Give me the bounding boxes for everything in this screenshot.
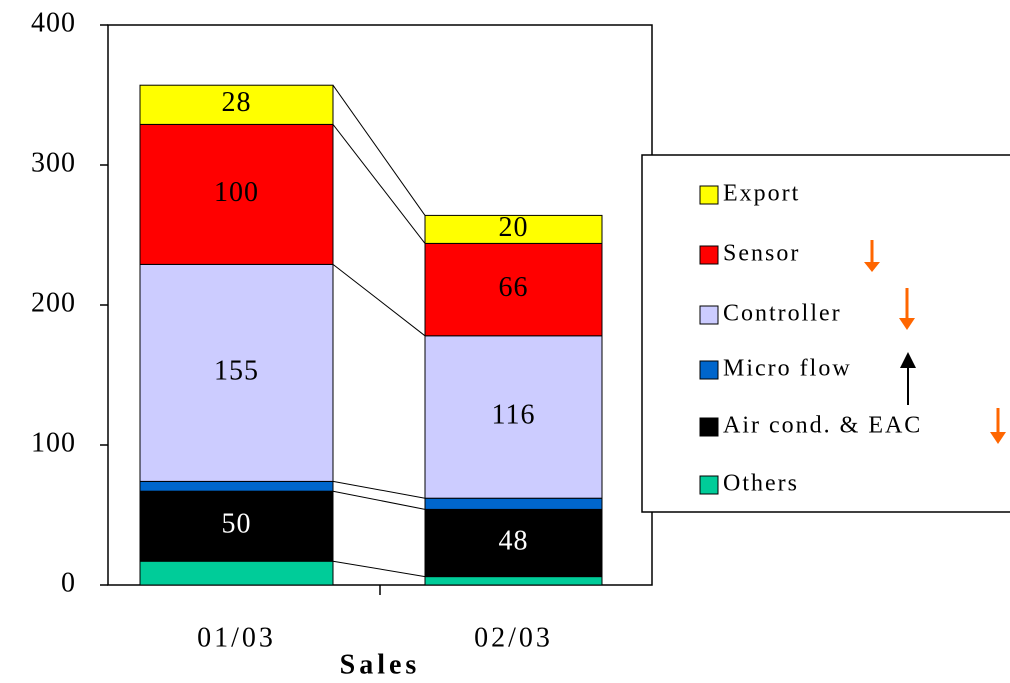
- data-label: 20: [499, 212, 529, 243]
- legend-label: Controller: [723, 301, 842, 327]
- x-tick-label: 02/03: [474, 622, 553, 653]
- y-tick-label: 200: [31, 287, 76, 318]
- arrow-head: [864, 262, 880, 272]
- legend-label: Export: [723, 181, 800, 207]
- connector: [332, 490, 426, 510]
- x-axis-title: Sales: [340, 649, 421, 680]
- legend-swatch: [699, 305, 719, 325]
- data-label: 155: [214, 355, 259, 386]
- y-tick-label: 100: [31, 427, 76, 458]
- bar-segment: [139, 560, 334, 586]
- bar-segment: [424, 497, 603, 510]
- connector: [332, 480, 426, 499]
- arrow-head: [990, 432, 1006, 444]
- y-tick-label: 0: [61, 567, 76, 598]
- connector: [332, 124, 426, 244]
- legend-swatch: [699, 185, 719, 205]
- y-tick-label: 300: [31, 147, 76, 178]
- legend-swatch: [699, 245, 719, 265]
- legend-swatch: [699, 475, 719, 495]
- bar-segment: [424, 335, 603, 499]
- bar-segment: [139, 263, 334, 482]
- data-label: 48: [499, 525, 529, 556]
- bar-segment: [139, 123, 334, 265]
- arrow-head: [900, 352, 916, 368]
- connector: [332, 560, 426, 578]
- bar-segment: [424, 214, 603, 244]
- data-label: 116: [492, 399, 536, 430]
- legend-swatch: [699, 360, 719, 380]
- connector: [332, 84, 426, 216]
- data-label: 28: [222, 87, 252, 118]
- legend-swatch: [699, 417, 719, 437]
- data-label: 50: [222, 509, 252, 540]
- trend-arrows: [864, 240, 1006, 444]
- legend-label: Air cond. & EAC: [723, 413, 922, 439]
- connector: [332, 264, 426, 337]
- legend-label: Others: [723, 471, 799, 497]
- bar-segment: [139, 480, 334, 492]
- bar-segment: [139, 490, 334, 562]
- bar-segment: [424, 576, 603, 586]
- legend-label: Sensor: [723, 241, 800, 267]
- x-tick-label: 01/03: [197, 622, 276, 653]
- bar-segment: [424, 242, 603, 337]
- data-label: 66: [499, 272, 529, 303]
- legend: Export Sensor Controller Micro flow Air cond…: [641, 154, 1010, 513]
- data-label: 100: [214, 177, 259, 208]
- y-tick-label: 400: [31, 7, 76, 38]
- bar-segment: [139, 84, 334, 125]
- legend-frame: [641, 154, 1010, 513]
- legend-label: Micro flow: [723, 356, 852, 382]
- arrow-head: [899, 318, 915, 330]
